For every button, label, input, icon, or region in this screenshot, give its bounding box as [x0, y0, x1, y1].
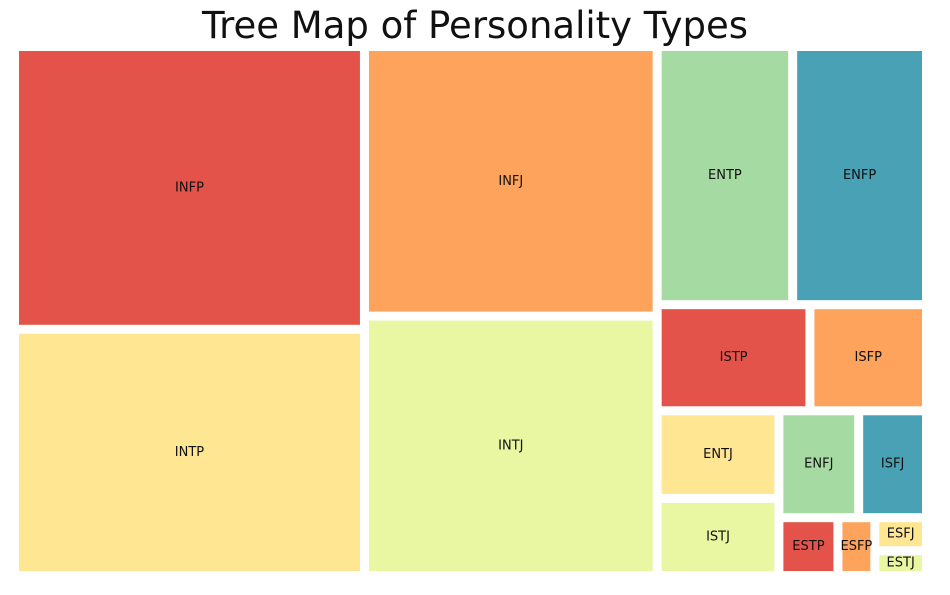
- tile-label-estp: ESTP: [792, 539, 824, 554]
- tile-rect-isfj: [863, 415, 922, 514]
- tile-label-enfj: ENFJ: [804, 457, 833, 472]
- tile-estj: ESTJ: [879, 555, 922, 571]
- tile-rect-esfj: [879, 522, 922, 547]
- chart-title: Tree Map of Personality Types: [201, 4, 749, 47]
- tile-rect-enfp: [797, 51, 922, 301]
- tile-label-isfp: ISFP: [855, 350, 883, 365]
- tile-istj: ISTJ: [661, 502, 775, 571]
- tile-rect-isfp: [814, 309, 922, 407]
- tile-label-intj: INTJ: [498, 438, 523, 453]
- tile-rect-intj: [368, 320, 653, 571]
- tile-intp: INTP: [19, 333, 360, 571]
- tile-rect-istp: [661, 309, 806, 407]
- tile-rect-enfj: [783, 415, 855, 514]
- tile-istp: ISTP: [661, 309, 806, 407]
- tile-rect-esfp: [842, 522, 871, 571]
- tile-rect-infp: [19, 51, 360, 325]
- tile-infj: INFJ: [368, 51, 653, 312]
- tile-intj: INTJ: [368, 320, 653, 571]
- tile-enfj: ENFJ: [783, 415, 855, 514]
- tile-rect-entp: [661, 51, 789, 301]
- tile-rect-istj: [661, 502, 775, 571]
- tile-rect-estp: [783, 522, 834, 571]
- tile-enfp: ENFP: [797, 51, 922, 301]
- tile-rect-entj: [661, 415, 775, 494]
- tile-infp: INFP: [19, 51, 360, 325]
- tile-estp: ESTP: [783, 522, 834, 571]
- tile-isfp: ISFP: [814, 309, 922, 407]
- tile-esfp: ESFP: [840, 522, 872, 571]
- tile-label-enfp: ENFP: [843, 168, 876, 183]
- tile-rect-infj: [368, 51, 653, 312]
- tile-entj: ENTJ: [661, 415, 775, 494]
- tile-label-entp: ENTP: [708, 168, 742, 183]
- tile-label-infj: INFJ: [498, 174, 523, 189]
- tile-label-estj: ESTJ: [887, 556, 915, 571]
- tile-label-istp: ISTP: [720, 350, 748, 365]
- tile-entp: ENTP: [661, 51, 789, 301]
- tile-esfj: ESFJ: [879, 522, 922, 547]
- tile-isfj: ISFJ: [863, 415, 922, 514]
- tile-label-istj: ISTJ: [706, 529, 730, 544]
- tile-label-esfp: ESFP: [840, 539, 872, 554]
- tile-label-intp: INTP: [175, 445, 204, 460]
- tile-rect-estj: [879, 555, 922, 571]
- tile-label-infp: INFP: [175, 180, 204, 195]
- tile-rect-intp: [19, 333, 360, 571]
- tile-label-esfj: ESFJ: [887, 527, 915, 542]
- tile-label-isfj: ISFJ: [881, 457, 904, 472]
- tile-label-entj: ENTJ: [703, 447, 733, 462]
